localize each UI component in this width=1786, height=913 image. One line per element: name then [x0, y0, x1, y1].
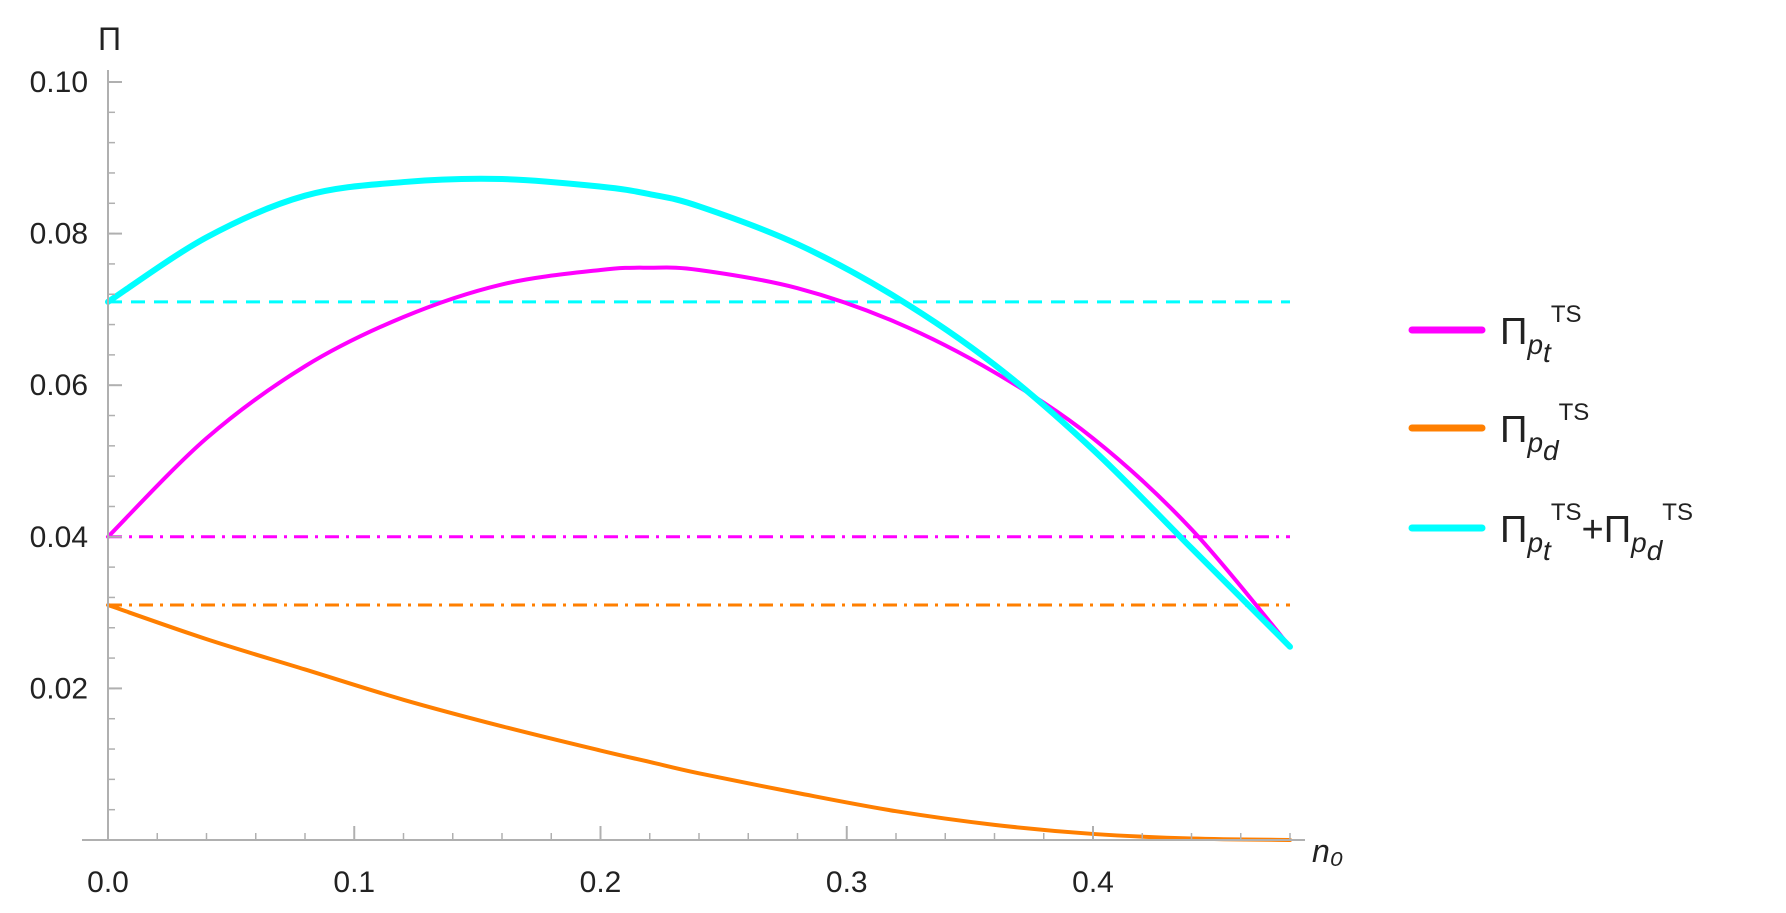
series-line-0: [106, 265, 1292, 649]
reference-lines: [108, 300, 1290, 607]
legend-item-0: ΠptTS: [1408, 301, 1581, 368]
legend-item-1: ΠpdTS: [1408, 399, 1589, 466]
y-tick-label: 0.10: [30, 66, 88, 99]
y-tick-label: 0.02: [30, 672, 88, 705]
y-tick-label: 0.08: [30, 218, 88, 251]
series-lines: [105, 175, 1293, 842]
axes: 0.02 0.04 0.06 0.08 0.10 0.0 0.1 0.2 0.3 0.4 Πn₀: [30, 21, 1344, 899]
x-tick-label: 0.1: [333, 866, 375, 899]
series-line-1: [106, 603, 1292, 842]
y-axis-label: Π: [98, 21, 121, 57]
legend-label: ΠptTS: [1500, 301, 1581, 368]
x-axis-label: n₀: [1312, 833, 1343, 869]
y-tick-label: 0.04: [30, 521, 88, 554]
legend: ΠptTS ΠpdTS ΠptTS+ΠpdTS: [1408, 301, 1693, 566]
legend-item-2: ΠptTS+ΠpdTS: [1408, 499, 1693, 566]
x-tick-label: 0.4: [1072, 866, 1114, 899]
series-line-2: [105, 175, 1293, 650]
x-tick-label: 0.2: [580, 866, 622, 899]
legend-label: ΠpdTS: [1500, 399, 1589, 466]
legend-label: ΠptTS+ΠpdTS: [1500, 499, 1693, 566]
x-tick-label: 0.0: [87, 866, 129, 899]
y-tick-label: 0.06: [30, 369, 88, 402]
x-tick-label: 0.3: [826, 866, 868, 899]
